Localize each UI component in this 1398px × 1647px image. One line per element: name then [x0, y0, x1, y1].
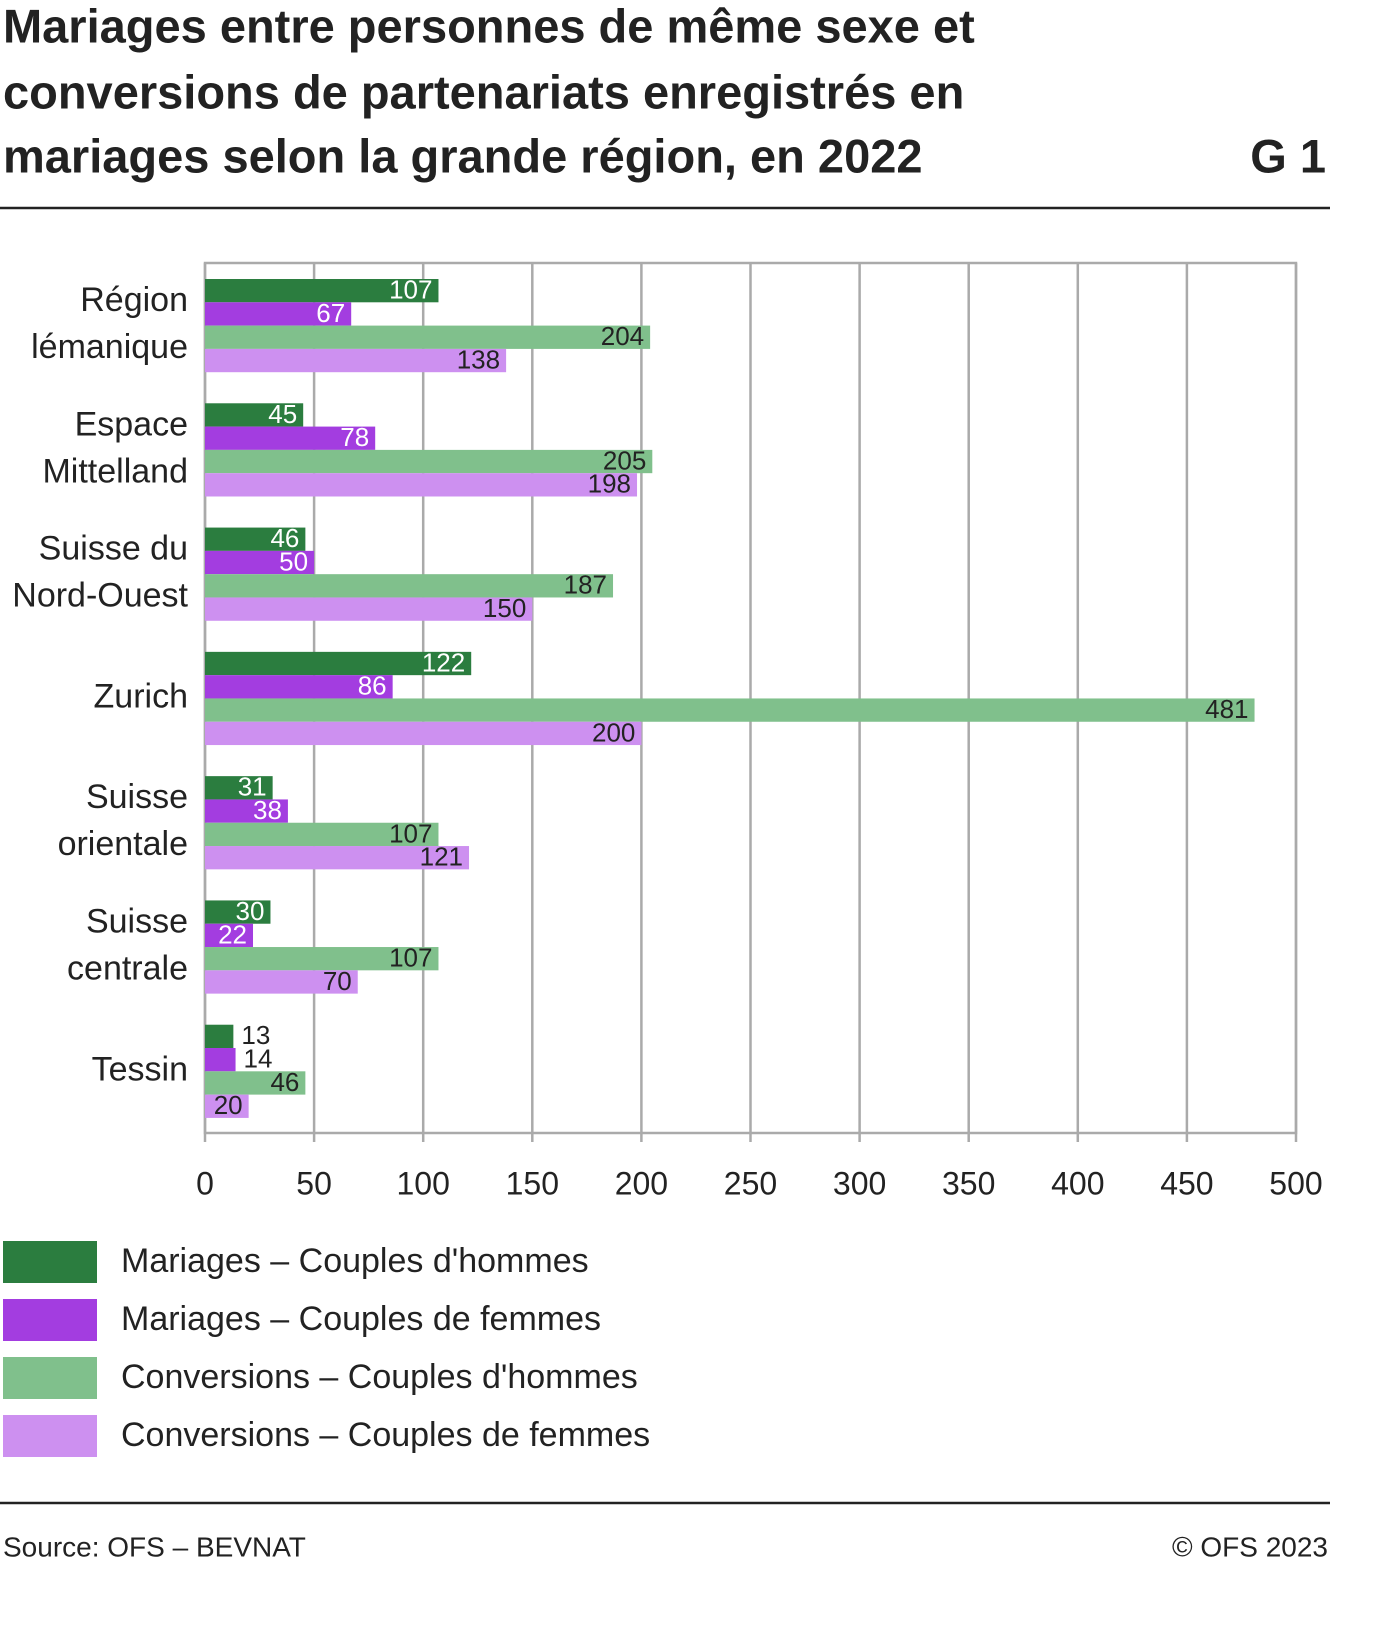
value-label: 46 — [270, 523, 299, 553]
bar — [205, 403, 304, 427]
value-label: 481 — [1205, 694, 1248, 724]
x-tick-label: 400 — [1051, 1165, 1104, 1201]
copyright: © OFS 2023 — [1172, 1531, 1328, 1562]
x-tick-label: 350 — [942, 1165, 995, 1201]
legend-swatch — [3, 1299, 97, 1341]
value-label: 107 — [389, 943, 432, 973]
bar — [205, 348, 507, 373]
value-label: 150 — [483, 593, 526, 623]
bar — [205, 799, 288, 823]
value-label: 67 — [316, 298, 345, 328]
x-tick-label: 250 — [724, 1165, 777, 1201]
bar — [205, 1071, 306, 1095]
x-tick-label: 50 — [296, 1165, 332, 1201]
chart-title: conversions de partenariats enregistrés … — [3, 65, 964, 118]
y-tick-label: Suisse du — [39, 530, 188, 568]
x-tick-label: 450 — [1160, 1165, 1213, 1201]
value-label: 20 — [214, 1090, 243, 1120]
y-tick-label: Mittelland — [42, 452, 188, 490]
y-tick-label: centrale — [67, 950, 188, 988]
x-tick-label: 200 — [615, 1165, 668, 1201]
legend-swatch — [3, 1415, 97, 1457]
value-label: 107 — [389, 275, 432, 305]
bar — [205, 970, 358, 994]
bar — [205, 426, 376, 450]
bar — [205, 1094, 249, 1118]
figure-label: G 1 — [1250, 129, 1326, 182]
y-tick-label: Suisse — [86, 903, 188, 941]
y-tick-label: Tessin — [92, 1050, 188, 1088]
bar — [205, 325, 651, 349]
bar — [205, 776, 273, 800]
y-tick-label: Suisse — [86, 778, 188, 816]
y-tick-label: orientale — [58, 825, 188, 863]
value-label: 86 — [358, 671, 387, 701]
bar — [205, 1048, 236, 1072]
bar — [205, 822, 439, 847]
y-tick-label: Nord-Ouest — [12, 577, 188, 615]
y-tick-label: Espace — [75, 405, 188, 443]
value-label: 205 — [603, 445, 646, 475]
value-label: 122 — [422, 647, 465, 677]
x-tick-label: 100 — [397, 1165, 450, 1201]
legend-label: Conversions – Couples d'hommes — [121, 1358, 638, 1396]
y-tick-label: Zurich — [94, 677, 188, 715]
bar — [205, 550, 315, 575]
legend-label: Mariages – Couples d'hommes — [121, 1242, 589, 1280]
value-label: 198 — [588, 469, 631, 499]
bar — [205, 846, 470, 870]
value-label: 50 — [279, 546, 308, 576]
bar — [205, 574, 614, 598]
x-tick-label: 500 — [1269, 1165, 1322, 1201]
value-label: 13 — [241, 1020, 270, 1050]
value-label: 45 — [268, 399, 297, 429]
legend-label: Conversions – Couples de femmes — [121, 1416, 650, 1454]
value-label: 38 — [253, 795, 282, 825]
legend-label: Mariages – Couples de femmes — [121, 1300, 601, 1338]
y-tick-label: Région — [80, 281, 188, 319]
value-label: 121 — [420, 842, 463, 872]
x-tick-label: 300 — [833, 1165, 886, 1201]
value-label: 187 — [564, 570, 607, 600]
chart-title: Mariages entre personnes de même sexe et — [3, 0, 975, 52]
bar — [205, 449, 653, 474]
bar — [205, 527, 306, 551]
bar — [205, 698, 1255, 722]
bar — [205, 279, 439, 303]
legend-swatch — [3, 1241, 97, 1283]
bar — [205, 597, 533, 621]
bar — [205, 302, 352, 326]
y-tick-label: lémanique — [31, 328, 188, 366]
value-label: 138 — [457, 344, 500, 374]
value-label: 30 — [236, 896, 265, 926]
bar — [205, 900, 271, 924]
value-label: 200 — [592, 717, 635, 747]
value-label: 78 — [340, 422, 369, 452]
value-label: 204 — [601, 321, 644, 351]
value-label: 22 — [218, 919, 247, 949]
legend-swatch — [3, 1357, 97, 1399]
bar — [205, 1024, 234, 1049]
bar — [205, 923, 254, 948]
bar — [205, 721, 642, 746]
value-label: 107 — [389, 818, 432, 848]
bar — [205, 473, 638, 497]
chart-title: mariages selon la grande région, en 2022 — [3, 129, 922, 182]
value-label: 14 — [244, 1044, 273, 1074]
value-label: 31 — [238, 772, 267, 802]
source: Source: OFS – BEVNAT — [3, 1531, 306, 1562]
bar — [205, 947, 439, 971]
x-tick-label: 0 — [196, 1165, 214, 1201]
bar — [205, 651, 472, 676]
value-label: 46 — [270, 1067, 299, 1097]
x-tick-label: 150 — [506, 1165, 559, 1201]
bar — [205, 675, 393, 699]
value-label: 70 — [323, 966, 352, 996]
